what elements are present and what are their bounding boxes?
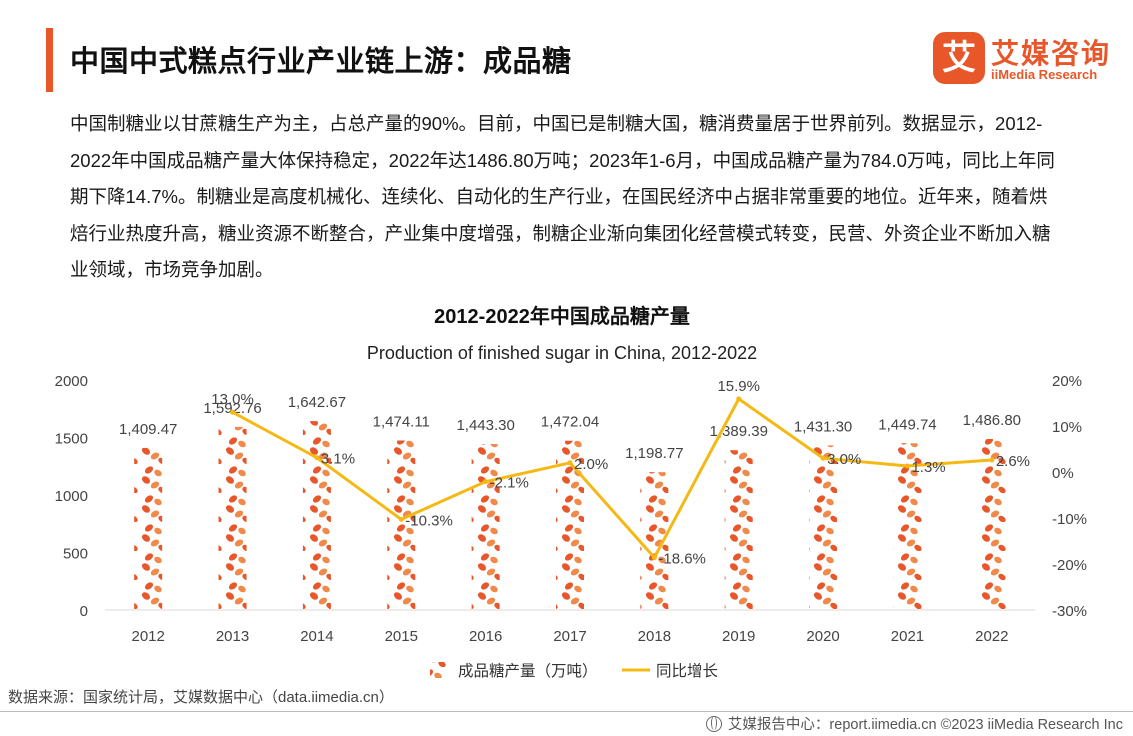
- chart-title: 2012-2022年中国成品糖产量: [434, 304, 690, 328]
- sugar-bar: [809, 445, 838, 610]
- left-tick-label: 1000: [55, 488, 88, 505]
- bar-value-label: 1,474.11: [373, 413, 430, 430]
- footer: 艾媒报告中心：report.iimedia.cn ©2023 iiMedia R…: [705, 713, 1123, 734]
- growth-line: [231, 397, 992, 560]
- bar-value-label: 1,642.67: [288, 394, 346, 411]
- x-tick-label: 2019: [722, 628, 755, 645]
- bar-value-label: 1,486.80: [963, 412, 1021, 429]
- growth-point: [820, 455, 826, 461]
- logo-text-en: iiMedia Research: [991, 67, 1098, 82]
- legend-label-bars: 成品糖产量（万吨）: [458, 662, 598, 680]
- growth-point: [314, 455, 320, 461]
- page-title: 中国中式糕点行业产业链上游：成品糖: [70, 46, 572, 78]
- logo-text-cn: 艾媒咨询: [991, 38, 1112, 69]
- footer-divider: [0, 711, 1133, 712]
- intro-paragraph: 中国制糖业以甘蔗糖生产为主，占总产量的90%。目前，中国已是制糖大国，糖消费量居…: [70, 106, 1062, 289]
- x-tick-label: 2021: [891, 628, 924, 645]
- title-accent-bar: [46, 28, 53, 92]
- sugar-bar: [556, 440, 584, 610]
- left-tick-label: 1500: [55, 431, 88, 448]
- bar-value-label: 1,443.30: [456, 417, 514, 434]
- intro-text: 中国制糖业以甘蔗糖生产为主，占总产量的90%。目前，中国已是制糖大国，糖消费量居…: [70, 113, 1055, 280]
- growth-value-label: 1.3%: [911, 459, 945, 476]
- growth-line-series: [230, 396, 995, 561]
- right-tick-label: 20%: [1052, 373, 1082, 390]
- bar-value-label: 1,472.04: [541, 414, 599, 431]
- sugar-bar: [302, 421, 331, 610]
- globe-icon: [705, 715, 722, 732]
- growth-value-label: -10.3%: [405, 512, 453, 529]
- growth-value-label: 3.1%: [321, 451, 355, 468]
- legend-label-line: 同比增长: [656, 662, 718, 680]
- growth-value-labels: 13.0% 3.1% -10.3% -2.1% 2.0% -18.6% 15.9% 3.0% 1…: [211, 378, 1030, 568]
- x-tick-label: 2012: [131, 628, 164, 645]
- chart-subtitle: Production of finished sugar in China, 2…: [367, 343, 757, 363]
- x-tick-label: 2016: [469, 628, 502, 645]
- brand-logo: 艾 艾媒咨询 iiMedia Research: [933, 32, 1123, 86]
- growth-point: [230, 409, 236, 415]
- right-tick-label: -20%: [1052, 557, 1087, 574]
- logo-mark-icon: 艾: [933, 32, 985, 84]
- right-axis-ticks: -30% -20% -10% 0% 10% 20%: [1052, 373, 1087, 620]
- x-tick-label: 2022: [975, 628, 1008, 645]
- sugar-bar: [724, 450, 753, 610]
- bar-value-label: 1,431.30: [794, 418, 852, 435]
- x-tick-label: 2015: [385, 628, 418, 645]
- growth-value-label: -18.6%: [658, 551, 706, 568]
- footer-text: 艾媒报告中心：report.iimedia.cn ©2023 iiMedia R…: [727, 717, 1123, 733]
- bar-value-label: 1,198.77: [625, 445, 683, 462]
- sugar-bar: [893, 443, 922, 610]
- growth-point: [989, 457, 995, 463]
- sugar-bar: [134, 447, 163, 610]
- growth-value-label: 3.0%: [827, 451, 861, 468]
- bar-series: [134, 421, 1006, 610]
- data-source: 数据来源：国家统计局，艾媒数据中心（data.iimedia.cn）: [8, 689, 394, 706]
- sugar-bar: [218, 426, 247, 610]
- chart-legend: 成品糖产量（万吨） 同比增长: [430, 662, 718, 680]
- growth-value-label: 13.0%: [211, 391, 254, 408]
- x-tick-label: 2017: [553, 628, 586, 645]
- right-tick-label: -30%: [1052, 603, 1087, 620]
- left-tick-label: 0: [80, 603, 88, 620]
- growth-value-label: -2.1%: [490, 475, 529, 492]
- bar-value-label: 1,409.47: [119, 421, 177, 438]
- growth-point: [904, 463, 910, 469]
- x-tick-label: 2020: [806, 628, 839, 645]
- sugar-production-chart: 2012-2022年中国成品糖产量 Production of finished…: [55, 304, 1087, 680]
- growth-point: [398, 516, 404, 522]
- left-tick-label: 500: [63, 546, 88, 563]
- sugar-bar: [471, 444, 500, 610]
- right-tick-label: 0%: [1052, 465, 1074, 482]
- sugar-bar: [977, 439, 1006, 610]
- sugar-bar: [387, 440, 416, 610]
- growth-value-label: 15.9%: [717, 378, 760, 395]
- growth-value-label: 2.6%: [996, 453, 1030, 470]
- growth-value-label: 2.0%: [574, 456, 608, 473]
- x-tick-label: 2018: [638, 628, 671, 645]
- growth-point: [736, 396, 742, 402]
- right-tick-label: 10%: [1052, 419, 1082, 436]
- left-tick-label: 2000: [55, 373, 88, 390]
- growth-point: [483, 479, 489, 485]
- x-tick-label: 2014: [300, 628, 333, 645]
- legend-swatch-bars: [430, 662, 452, 678]
- left-axis-ticks: 0 500 1000 1500 2000: [55, 373, 88, 620]
- x-tick-label: 2013: [216, 628, 249, 645]
- bar-value-label: 1,592.76: [203, 400, 261, 417]
- x-axis-ticks: 2012 2013 2014 2015 2016 2017 2018 2019 2020 2021…: [131, 628, 1008, 645]
- growth-point: [567, 460, 573, 466]
- growth-point: [651, 555, 657, 561]
- bar-value-label: 1,449.74: [878, 416, 936, 433]
- right-tick-label: -10%: [1052, 511, 1087, 528]
